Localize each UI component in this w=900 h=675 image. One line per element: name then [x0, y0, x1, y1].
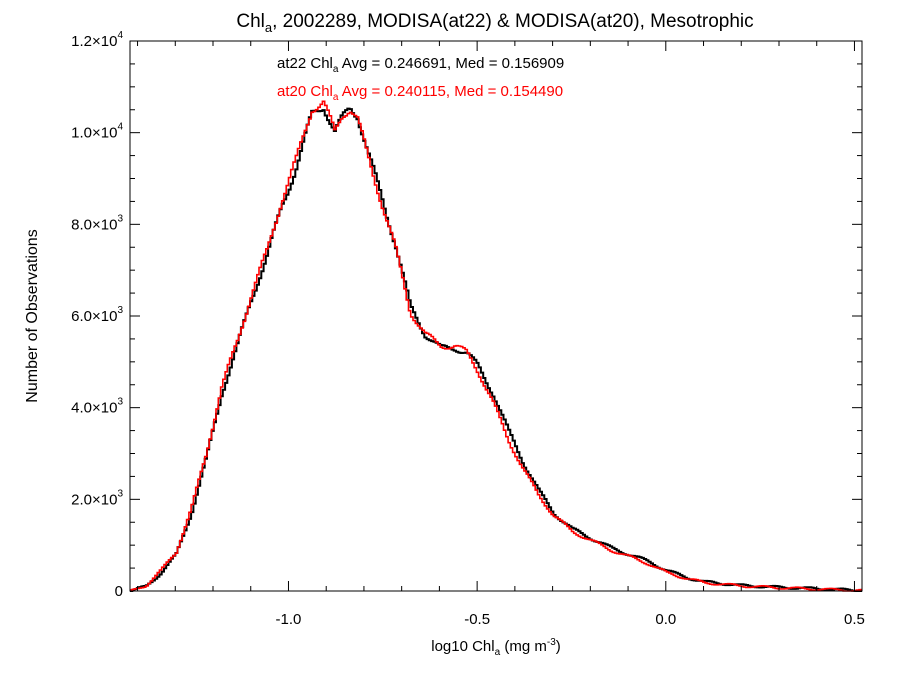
- x-axis-label: log10 Chla (mg m-3): [431, 637, 561, 658]
- annotation-at22: at22 Chla Avg = 0.246691, Med = 0.156909: [277, 55, 564, 75]
- annotation-at20: at20 Chla Avg = 0.240115, Med = 0.154490: [277, 83, 563, 103]
- x-tick-label: 0.5: [844, 611, 865, 628]
- series-line-at20: [130, 100, 862, 592]
- x-tick-label: -1.0: [276, 611, 302, 628]
- y-tick-label: 1.2×104: [71, 30, 123, 50]
- y-tick-label: 2.0×103: [71, 488, 123, 508]
- y-tick-label: 6.0×103: [71, 305, 123, 325]
- y-tick-label: 1.0×104: [71, 122, 123, 142]
- x-axis: -1.0 -0.5 0.0 0.5: [137, 41, 865, 628]
- x-tick-label: 0.0: [655, 611, 676, 628]
- y-tick-label: 0: [115, 583, 123, 600]
- y-axis-label: Number of Observations: [24, 229, 41, 402]
- y-tick-label: 8.0×103: [71, 213, 123, 233]
- chart-title: Chla, 2002289, MODISA(at22) & MODISA(at2…: [236, 11, 753, 35]
- y-tick-label: 4.0×103: [71, 397, 123, 417]
- series-layer: [130, 100, 862, 592]
- y-axis: 0 2.0×103 4.0×103 6.0×103 8.0×103 1.0×104 1.2×…: [71, 30, 862, 600]
- x-tick-label: -0.5: [464, 611, 490, 628]
